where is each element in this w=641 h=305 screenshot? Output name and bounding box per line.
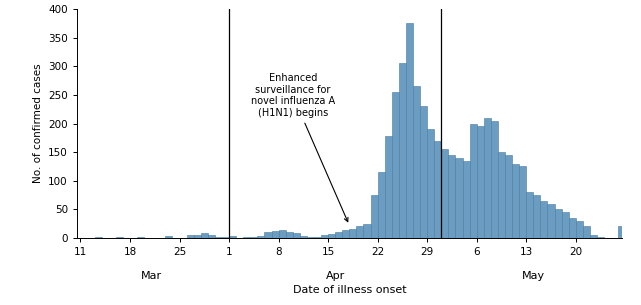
- Bar: [463, 161, 470, 238]
- Text: Apr: Apr: [326, 271, 345, 281]
- Bar: [116, 237, 123, 238]
- Bar: [257, 236, 265, 238]
- Bar: [597, 237, 604, 238]
- Bar: [349, 229, 356, 238]
- Bar: [554, 209, 562, 238]
- Bar: [335, 232, 342, 238]
- Bar: [378, 172, 385, 238]
- Bar: [137, 237, 144, 238]
- Bar: [307, 237, 314, 238]
- Bar: [427, 129, 434, 238]
- Bar: [583, 226, 590, 238]
- Bar: [342, 230, 349, 238]
- Bar: [194, 235, 201, 238]
- Bar: [328, 235, 335, 238]
- Text: Enhanced
surveillance for
novel influenza A
(H1N1) begins: Enhanced surveillance for novel influenz…: [251, 73, 348, 222]
- Bar: [300, 236, 307, 238]
- Bar: [526, 192, 533, 238]
- Bar: [477, 126, 484, 238]
- Text: May: May: [522, 271, 545, 281]
- Bar: [370, 195, 378, 238]
- Bar: [413, 86, 420, 238]
- Y-axis label: No. of confirmed cases: No. of confirmed cases: [33, 64, 42, 183]
- Bar: [547, 204, 554, 238]
- Bar: [293, 233, 300, 238]
- Bar: [470, 124, 477, 238]
- Bar: [321, 235, 328, 238]
- Bar: [484, 118, 491, 238]
- Bar: [498, 152, 505, 238]
- Bar: [456, 158, 463, 238]
- Bar: [442, 149, 449, 238]
- Bar: [286, 232, 293, 238]
- Bar: [618, 226, 626, 238]
- Bar: [265, 232, 272, 238]
- Bar: [243, 237, 250, 238]
- Bar: [250, 237, 257, 238]
- Bar: [222, 237, 229, 238]
- Bar: [512, 163, 519, 238]
- Bar: [519, 167, 526, 238]
- Bar: [540, 201, 547, 238]
- Bar: [576, 221, 583, 238]
- Bar: [562, 212, 569, 238]
- Bar: [491, 121, 498, 238]
- Bar: [406, 23, 413, 238]
- Bar: [187, 235, 194, 238]
- Bar: [363, 224, 370, 238]
- Bar: [208, 235, 215, 238]
- Bar: [215, 237, 222, 238]
- Bar: [385, 136, 392, 238]
- Bar: [314, 237, 321, 238]
- Bar: [434, 141, 442, 238]
- Bar: [201, 233, 208, 238]
- Bar: [165, 236, 172, 238]
- X-axis label: Date of illness onset: Date of illness onset: [292, 285, 406, 295]
- Bar: [95, 237, 102, 238]
- Bar: [533, 195, 540, 238]
- Bar: [392, 92, 399, 238]
- Bar: [279, 230, 286, 238]
- Bar: [569, 218, 576, 238]
- Bar: [449, 155, 456, 238]
- Bar: [272, 231, 279, 238]
- Bar: [356, 226, 363, 238]
- Bar: [399, 63, 406, 238]
- Bar: [229, 236, 236, 238]
- Text: Mar: Mar: [140, 271, 162, 281]
- Bar: [420, 106, 427, 238]
- Bar: [590, 235, 597, 238]
- Bar: [505, 155, 512, 238]
